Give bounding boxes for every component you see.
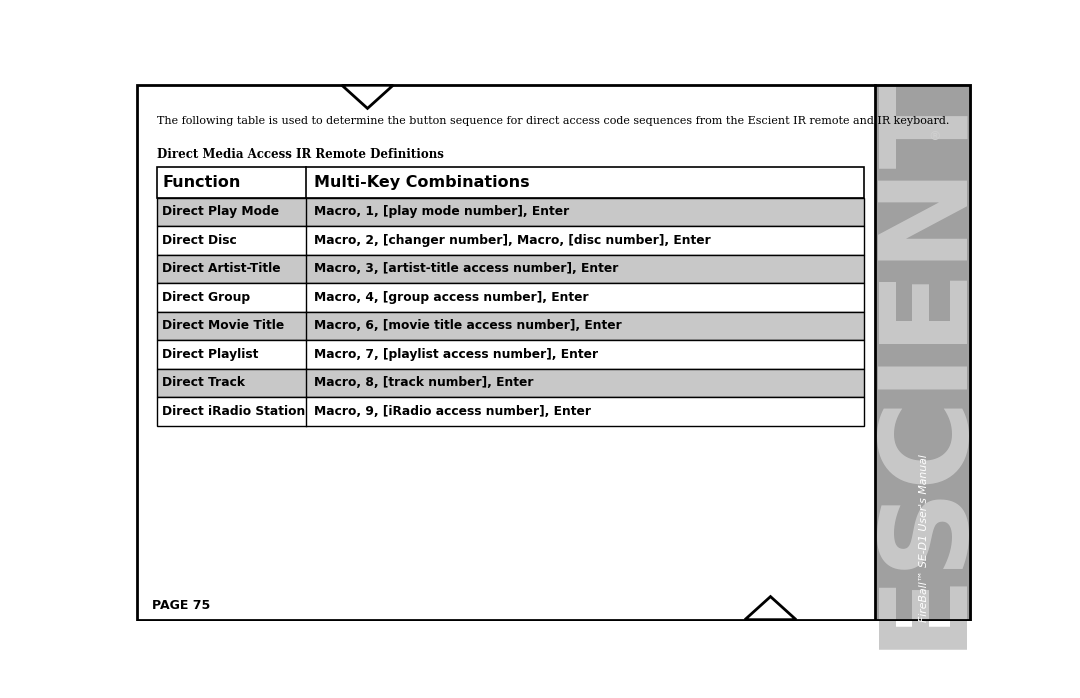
Text: Macro, 3, [artist-title access number], Enter: Macro, 3, [artist-title access number], … [314, 262, 619, 276]
Polygon shape [342, 85, 393, 108]
Bar [157, 312, 864, 340]
Text: Direct Media Access IR Remote Definitions: Direct Media Access IR Remote Definition… [157, 149, 444, 161]
Text: Direct Movie Title: Direct Movie Title [162, 320, 284, 332]
Bar [157, 397, 864, 426]
Bar [157, 255, 864, 283]
Bar [157, 340, 864, 369]
Text: ESCIENT: ESCIENT [865, 73, 982, 649]
Text: Direct Artist-Title: Direct Artist-Title [162, 262, 281, 276]
Bar [875, 84, 972, 621]
Text: The following table is used to determine the button sequence for direct access c: The following table is used to determine… [157, 116, 949, 126]
Text: Macro, 4, [group access number], Enter: Macro, 4, [group access number], Enter [314, 291, 589, 304]
Bar [157, 369, 864, 397]
Text: FireBall™ SE-D1 User's Manual: FireBall™ SE-D1 User's Manual [919, 454, 929, 622]
Text: Macro, 6, [movie title access number], Enter: Macro, 6, [movie title access number], E… [314, 320, 622, 332]
Text: Direct Track: Direct Track [162, 376, 245, 389]
Text: Macro, 7, [playlist access number], Enter: Macro, 7, [playlist access number], Ente… [314, 348, 598, 361]
Text: Macro, 8, [track number], Enter: Macro, 8, [track number], Enter [314, 376, 534, 389]
Bar [157, 283, 864, 312]
Text: Direct Group: Direct Group [162, 291, 251, 304]
Text: Multi-Key Combinations: Multi-Key Combinations [314, 174, 529, 190]
Text: PAGE 75: PAGE 75 [152, 599, 211, 611]
Text: ®: ® [928, 130, 941, 142]
Text: Macro, 2, [changer number], Macro, [disc number], Enter: Macro, 2, [changer number], Macro, [disc… [314, 234, 711, 247]
Bar [157, 198, 864, 226]
Bar [157, 226, 864, 255]
Text: Macro, 9, [iRadio access number], Enter: Macro, 9, [iRadio access number], Enter [314, 405, 591, 418]
Text: Direct Play Mode: Direct Play Mode [162, 205, 280, 218]
Text: Function: Function [162, 174, 241, 190]
Polygon shape [745, 597, 796, 620]
Text: Macro, 1, [play mode number], Enter: Macro, 1, [play mode number], Enter [314, 205, 569, 218]
Bar [157, 167, 864, 198]
Text: Direct Disc: Direct Disc [162, 234, 237, 247]
Text: Direct Playlist: Direct Playlist [162, 348, 258, 361]
Text: Direct iRadio Station: Direct iRadio Station [162, 405, 306, 418]
